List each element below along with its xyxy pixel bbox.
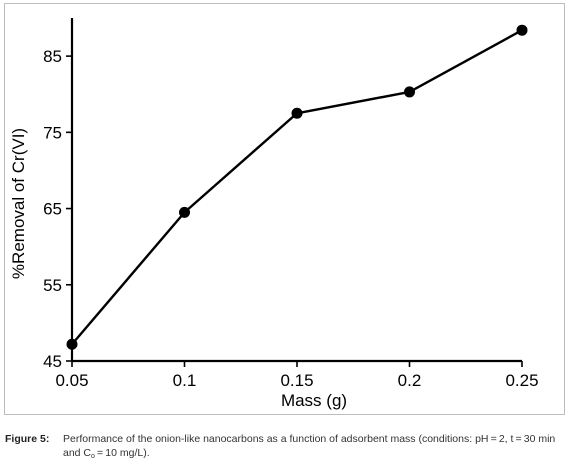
x-tick-label: 0.25 [505, 371, 538, 390]
x-tick-label: 0.15 [280, 371, 313, 390]
x-tick-label: 0.2 [398, 371, 422, 390]
caption-label: Figure 5: [5, 433, 50, 445]
line-chart: 45 55 65 75 85 0.05 0.1 0.15 0.2 0.25 Mass (g) %Rem… [9, 18, 539, 410]
x-tick-label: 0.05 [55, 371, 88, 390]
x-axis-title: Mass (g) [281, 391, 347, 410]
figure-frame [4, 3, 565, 415]
y-tick-label: 75 [43, 123, 62, 142]
caption-text: Performance of the onion-like nanocarbon… [63, 432, 563, 464]
y-tick-label: 55 [43, 276, 62, 295]
caption-text-main: Performance of the onion-like nanocarbon… [63, 433, 556, 459]
data-point [66, 338, 78, 350]
y-tick-label: 65 [43, 200, 62, 219]
data-point [404, 86, 415, 98]
y-tick-label: 85 [43, 47, 62, 66]
data-point [516, 24, 528, 36]
x-tick-label: 0.1 [173, 371, 197, 390]
caption-subscript: o [91, 453, 95, 460]
caption-text-end: = 10 mg/L). [94, 447, 150, 459]
data-point [179, 206, 190, 218]
y-tick-label: 45 [43, 352, 62, 371]
series-line [71, 29, 523, 346]
data-point [291, 107, 303, 119]
y-axis-title: %Removal of Cr(VI) [9, 128, 28, 279]
